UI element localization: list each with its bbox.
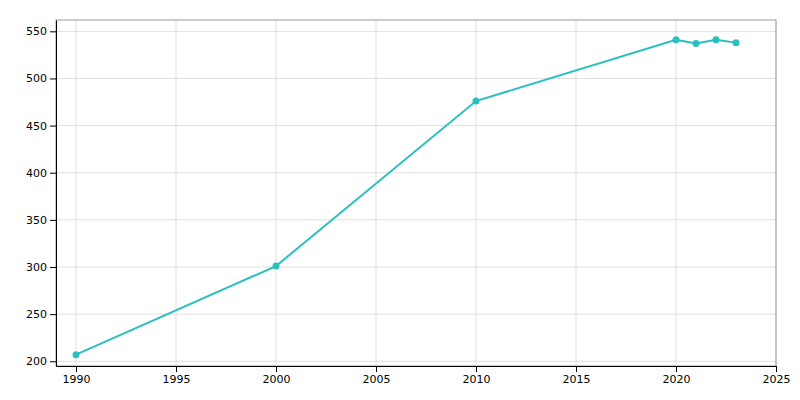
tick-mark — [276, 366, 277, 372]
tick-mark — [376, 366, 377, 372]
point — [733, 39, 740, 46]
tick-mark — [50, 173, 56, 174]
tick: 2005 — [363, 366, 391, 386]
tick-mark — [76, 366, 77, 372]
tick-label: 2020 — [663, 373, 691, 386]
tick: 2010 — [463, 366, 491, 386]
tick-mark — [50, 126, 56, 127]
tick-label: 2010 — [463, 373, 491, 386]
tick: 2000 — [263, 366, 291, 386]
tick: 400 — [26, 167, 56, 180]
point — [273, 263, 280, 270]
plot-area: 1990 1995 2000 2005 2010 2015 2020 2025 200 250 30… — [26, 20, 791, 386]
tick-label: 2005 — [363, 373, 391, 386]
tick-label: 450 — [26, 120, 47, 133]
tick-mark — [476, 366, 477, 372]
grid-line-y — [56, 172, 776, 173]
grid-line-y — [56, 314, 776, 315]
tick-mark — [50, 78, 56, 79]
grid — [56, 20, 776, 366]
point — [693, 40, 700, 47]
tick-mark — [50, 31, 56, 32]
tick-label: 300 — [26, 261, 47, 274]
tick: 550 — [26, 25, 56, 38]
point — [713, 36, 720, 43]
grid-line-y — [56, 125, 776, 126]
tick-label: 2015 — [563, 373, 591, 386]
grid-line-y — [56, 361, 776, 362]
y-axis: 200 250 300 350 400 450 500 550 — [26, 21, 57, 369]
series — [73, 36, 740, 358]
tick-label: 1990 — [63, 373, 91, 386]
tick-mark — [50, 314, 56, 315]
point — [73, 351, 80, 358]
tick-label: 1995 — [163, 373, 191, 386]
tick-label: 200 — [26, 355, 47, 368]
plot-frame — [56, 20, 776, 366]
point — [673, 36, 680, 43]
tick: 450 — [26, 120, 56, 133]
tick-label: 2025 — [763, 373, 791, 386]
tick-mark — [776, 366, 777, 372]
tick-mark — [576, 366, 577, 372]
tick: 1995 — [163, 366, 191, 386]
tick: 200 — [26, 355, 56, 368]
tick-mark — [676, 366, 677, 372]
tick-label: 250 — [26, 308, 47, 321]
tick: 2025 — [763, 366, 791, 386]
tick: 300 — [26, 261, 56, 274]
tick: 2015 — [563, 366, 591, 386]
tick-label: 400 — [26, 167, 47, 180]
tick-label: 550 — [26, 25, 47, 38]
tick-mark — [50, 267, 56, 268]
tick-mark — [50, 361, 56, 362]
tick: 2020 — [663, 366, 691, 386]
line — [76, 40, 736, 355]
tick: 350 — [26, 214, 56, 227]
tick: 1990 — [63, 366, 91, 386]
tick: 250 — [26, 308, 56, 321]
grid-line-y — [56, 78, 776, 79]
grid-line-y — [56, 219, 776, 220]
grid-line-y — [56, 267, 776, 268]
x-axis: 1990 1995 2000 2005 2010 2015 2020 2025 — [57, 366, 791, 386]
tick-label: 350 — [26, 214, 47, 227]
axis-line — [56, 21, 57, 367]
tick-label: 500 — [26, 72, 47, 85]
tick-mark — [50, 220, 56, 221]
axis-line — [57, 366, 777, 367]
chart: 1990 1995 2000 2005 2010 2015 2020 2025 200 250 30… — [0, 0, 800, 400]
point — [473, 98, 480, 105]
tick-mark — [176, 366, 177, 372]
grid-line-y — [56, 31, 776, 32]
tick-label: 2000 — [263, 373, 291, 386]
tick: 500 — [26, 72, 56, 85]
